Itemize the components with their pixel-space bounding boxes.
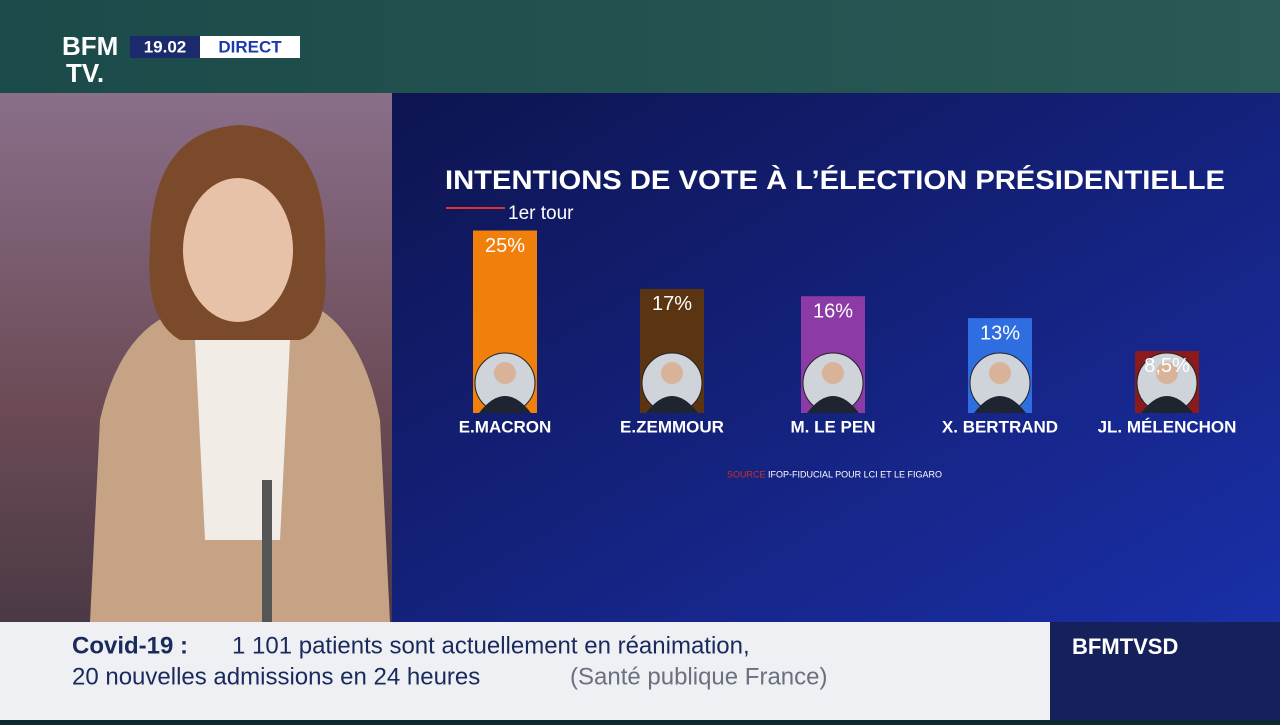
candidate-head [661, 362, 683, 384]
value-label: 13% [980, 322, 1020, 344]
time: 19.02 [144, 37, 187, 56]
candidate-head [494, 362, 516, 384]
microphone [262, 480, 272, 622]
candidate-head [1156, 362, 1178, 384]
ticker-topic: Covid-19 : [72, 632, 188, 659]
candidate-head [989, 362, 1011, 384]
channel-box [1050, 622, 1280, 720]
candidate-suit [807, 396, 859, 413]
ticker-band [0, 622, 1050, 720]
candidate-suit [974, 396, 1026, 413]
source-label: SOURCE [727, 469, 766, 479]
chart-subtitle: 1er tour [508, 203, 574, 224]
category-label: E.ZEMMOUR [620, 417, 724, 436]
ticker-text: 20 nouvelles admissions en 24 heures [72, 663, 480, 690]
candidate-suit [479, 396, 531, 413]
category-label: E.MACRON [459, 417, 552, 436]
category-label: JL. MÉLENCHON [1098, 417, 1237, 436]
value-label: 17% [652, 293, 692, 315]
logo: TV. [66, 58, 104, 88]
presenter-top [195, 340, 290, 540]
chart-title: INTENTIONS DE VOTE À L’ÉLECTION PRÉSIDEN… [445, 164, 1225, 195]
candidate-suit [646, 396, 698, 413]
value-label: 25% [485, 235, 525, 257]
channel: BFMTVSD [1072, 634, 1178, 659]
category-label: M. LE PEN [790, 417, 875, 436]
live: DIRECT [218, 37, 282, 56]
value-label: 8,5% [1144, 355, 1190, 377]
time-box [130, 36, 200, 58]
category-label: X. BERTRAND [942, 417, 1058, 436]
source: IFOP-FIDUCIAL POUR LCI ET LE FIGARO [768, 469, 942, 479]
logo: BFM [62, 31, 118, 61]
value-label: 16% [813, 300, 853, 322]
ticker-text: 1 101 patients sont actuellement en réan… [232, 632, 750, 659]
candidate-head [822, 362, 844, 384]
ticker-source: (Santé publique France) [570, 663, 827, 690]
presenter-face [183, 178, 293, 322]
candidate-suit [1141, 396, 1193, 413]
live-box [200, 36, 300, 58]
